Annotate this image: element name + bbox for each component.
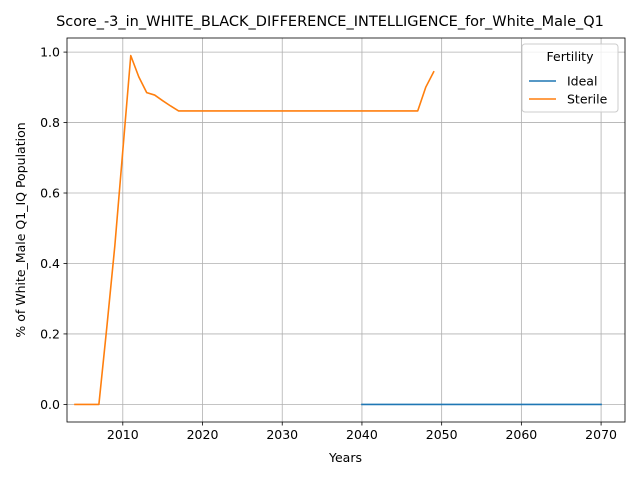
chart-title: Score_-3_in_WHITE_BLACK_DIFFERENCE_INTEL…: [56, 14, 604, 30]
legend-box: [521, 43, 619, 113]
x-tick-label: 2010: [107, 427, 139, 442]
x-tick-label: 2020: [187, 427, 219, 442]
y-tick-label: 1.0: [40, 45, 60, 60]
legend-label-sterile: Sterile: [567, 92, 608, 107]
x-tick-label: 2070: [585, 427, 617, 442]
legend-title: Fertility: [547, 49, 595, 64]
y-tick-label: 0.8: [40, 115, 60, 130]
x-tick-label: 2040: [346, 427, 378, 442]
series-line-sterile: [74, 54, 435, 406]
y-tick-label: 0.0: [40, 397, 60, 412]
legend: Fertility Ideal Sterile: [521, 43, 619, 113]
legend-items: Ideal Sterile: [529, 74, 608, 107]
y-tick-label: 0.6: [40, 186, 60, 201]
x-tick-label: 2030: [266, 427, 298, 442]
y-tick-label: 0.4: [40, 256, 60, 271]
y-tick-label: 0.2: [40, 326, 60, 341]
plot-frame: [66, 37, 626, 423]
series-lines: [74, 54, 602, 406]
legend-label-ideal: Ideal: [567, 74, 597, 89]
y-axis-label: % of White_Male Q1_IQ Population: [13, 122, 28, 337]
x-tick-label: 2050: [426, 427, 458, 442]
x-tick-label: 2060: [505, 427, 537, 442]
x-axis-label: Years: [328, 450, 362, 465]
axis-ticks: 2010 2020 2030 2040 2050 2060 2070 0.0 0.2 0.4 0.6…: [40, 45, 617, 442]
